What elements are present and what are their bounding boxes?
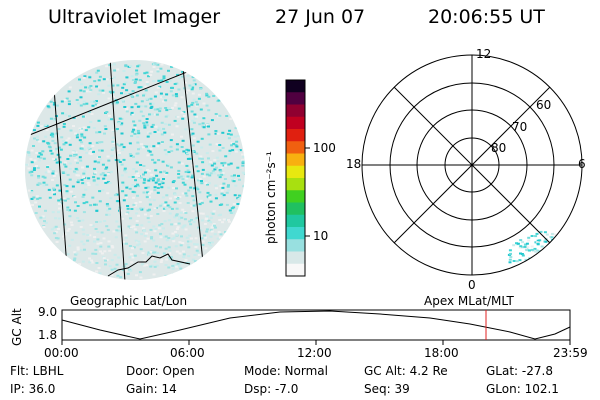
geographic-label: Geographic Lat/Lon bbox=[70, 294, 188, 308]
colorbar-swatch bbox=[286, 263, 305, 277]
colorbar-unit-label: photon cm⁻²s⁻¹ bbox=[264, 151, 278, 244]
colorbar-swatch bbox=[286, 153, 305, 167]
mlt-label-12: 12 bbox=[476, 47, 492, 61]
altitude-panel bbox=[61, 309, 571, 345]
polar-plot bbox=[361, 54, 583, 276]
altitude-axis-label: GC Alt bbox=[10, 308, 24, 346]
status-dsp: Dsp: -7.0 bbox=[244, 382, 299, 396]
status-mode: Mode: Normal bbox=[244, 364, 328, 378]
status-gc-alt: GC Alt: 4.2 Re bbox=[364, 364, 448, 378]
colorbar-swatch bbox=[286, 165, 305, 179]
status-door: Door: Open bbox=[126, 364, 195, 378]
time-tick-4: 23:59 bbox=[553, 346, 588, 360]
status-glat: GLat: -27.8 bbox=[486, 364, 553, 378]
mlt-label-18: 18 bbox=[346, 157, 362, 171]
colorbar-swatch bbox=[286, 251, 305, 265]
colorbar-swatch bbox=[286, 239, 305, 252]
status-ip: IP: 36.0 bbox=[10, 382, 56, 396]
status-flt: Flt: LBHL bbox=[10, 364, 64, 378]
colorbar-swatch bbox=[286, 104, 305, 118]
colorbar-swatch bbox=[286, 178, 305, 191]
mlt-label-6: 6 bbox=[578, 157, 586, 171]
colorbar-swatch bbox=[286, 92, 305, 105]
lat-label-70: 70 bbox=[512, 120, 528, 134]
mlt-label-0: 0 bbox=[468, 278, 476, 292]
status-glon: GLon: 102.1 bbox=[486, 382, 559, 396]
colorbar-swatch bbox=[286, 214, 305, 228]
colorbar bbox=[285, 79, 310, 277]
lat-label-80: 80 bbox=[491, 141, 507, 155]
colorbar-swatch bbox=[286, 202, 305, 216]
altitude-ytick-bottom: 1.8 bbox=[38, 328, 58, 342]
colorbar-tick-10: 10 bbox=[313, 229, 329, 243]
colorbar-tick-100: 100 bbox=[313, 141, 336, 155]
status-gain: Gain: 14 bbox=[126, 382, 177, 396]
uv-disk-image bbox=[25, 60, 245, 280]
colorbar-swatch bbox=[286, 80, 305, 93]
colorbar-swatch bbox=[286, 190, 305, 203]
lat-label-60: 60 bbox=[536, 98, 552, 112]
time-tick-0: 00:00 bbox=[44, 346, 79, 360]
colorbar-swatch bbox=[286, 141, 305, 154]
instrument-title: Ultraviolet Imager bbox=[48, 6, 221, 28]
apex-label: Apex MLat/MLT bbox=[424, 294, 514, 308]
colorbar-swatch bbox=[286, 116, 305, 130]
time-tick-2: 12:00 bbox=[297, 346, 332, 360]
time-tick-1: 06:00 bbox=[170, 346, 205, 360]
colorbar-swatch bbox=[286, 227, 305, 240]
time-label: 20:06:55 UT bbox=[428, 6, 545, 28]
colorbar-swatch bbox=[286, 129, 305, 142]
time-tick-3: 18:00 bbox=[424, 346, 459, 360]
status-seq: Seq: 39 bbox=[364, 382, 410, 396]
altitude-ytick-top: 9.0 bbox=[38, 305, 58, 319]
date-label: 27 Jun 07 bbox=[275, 6, 366, 28]
